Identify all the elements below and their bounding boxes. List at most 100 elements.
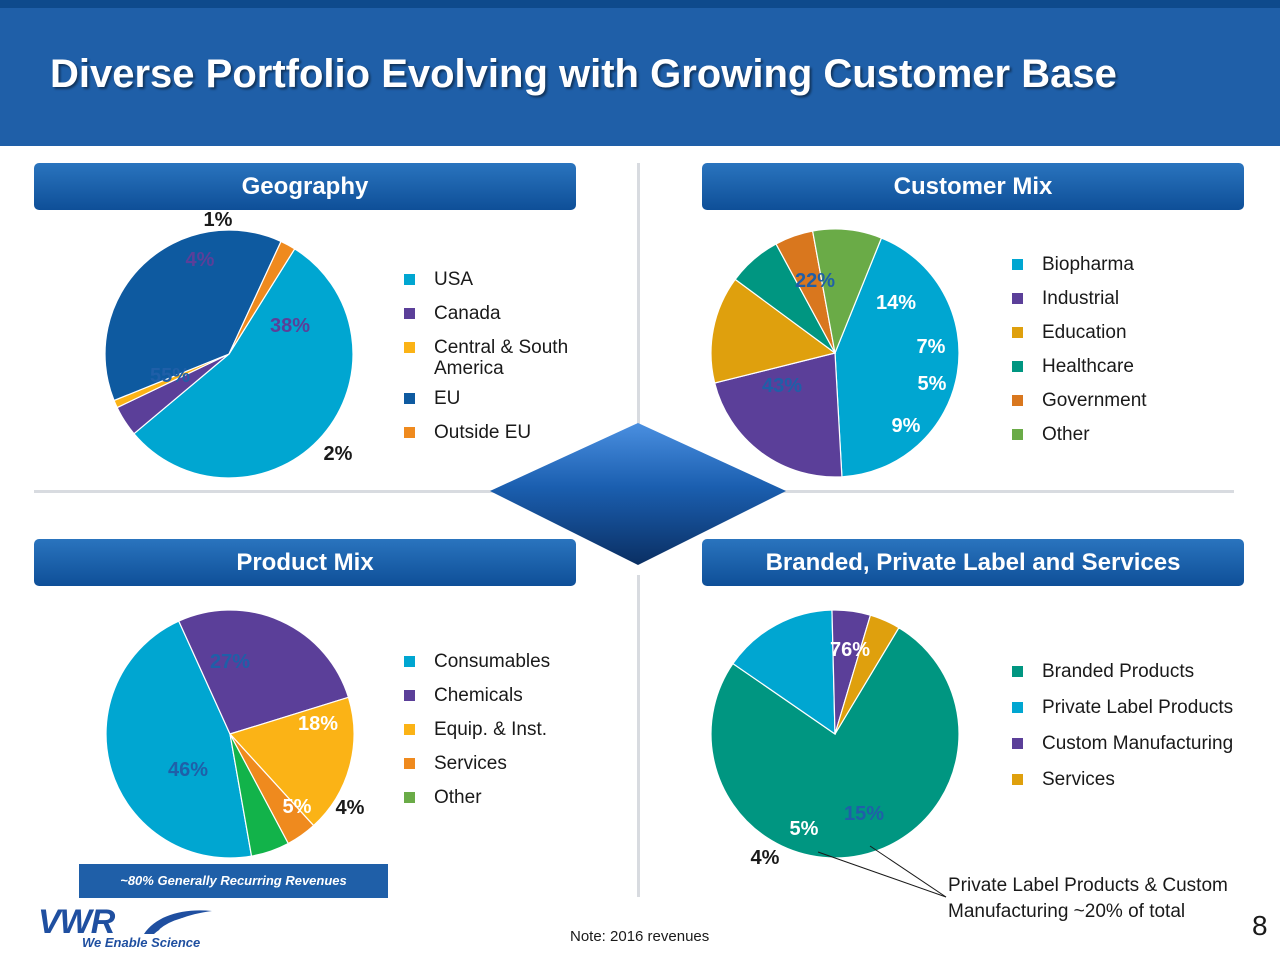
legend-label: Other <box>1042 424 1090 445</box>
legend-swatch <box>1012 259 1023 270</box>
legend-label: USA <box>434 269 473 290</box>
panel-header-product-mix: Product Mix <box>34 539 576 586</box>
legend-label-line: EU <box>434 388 461 409</box>
product-mix-pie <box>105 609 355 859</box>
legend-label-line: Other <box>434 787 482 808</box>
legend-swatch <box>404 758 415 769</box>
legend-swatch <box>404 427 415 438</box>
legend-label-line: Healthcare <box>1042 356 1134 377</box>
legend-swatch <box>404 690 415 701</box>
recurring-revenue-text: ~80% Generally Recurring Revenues <box>120 873 347 888</box>
legend-label-line: Branded Products <box>1042 661 1195 682</box>
customer-mix-slice-biopharma <box>834 237 960 478</box>
product-mix-value-label-services: 4% <box>336 797 365 819</box>
legend-swatch <box>404 724 415 735</box>
legend-swatch <box>1012 429 1023 440</box>
legend-label-line: America <box>434 358 504 379</box>
panel-header-customer-mix: Customer Mix <box>702 163 1244 210</box>
legend-label-line: USA <box>434 269 474 290</box>
legend-label: Education <box>1042 322 1127 343</box>
geography-value-label-outside-eu: 2% <box>324 443 353 465</box>
legend-label-line: Canada <box>434 303 501 324</box>
customer-mix-value-label-biopharma: 43% <box>762 375 802 397</box>
callout-line-2: Manufacturing ~20% of total <box>948 901 1186 922</box>
logo-swoosh-icon <box>144 910 212 934</box>
legend-label: Services <box>434 753 507 774</box>
legend-swatch <box>404 274 415 285</box>
branded-private-label-and-services-value-label-custom-manufacturing: 5% <box>790 818 819 840</box>
logo-wordmark: VWR <box>38 903 115 941</box>
legend-label: Industrial <box>1042 288 1119 309</box>
legend-label: Chemicals <box>434 685 523 706</box>
branded-private-label-and-services-slice-branded-products <box>710 626 960 859</box>
footnote: Note: 2016 revenues <box>570 928 710 945</box>
legend-label-line: Biopharma <box>1042 254 1134 275</box>
legend-label-line: Consumables <box>434 651 551 672</box>
title-bar-band <box>0 0 1280 8</box>
callout-leader-line-2 <box>869 845 947 898</box>
customer-mix-slice-industrial <box>713 352 843 478</box>
legend-label-line: Government <box>1042 390 1147 411</box>
vertical-divider-bottom <box>637 575 640 897</box>
geography-value-label-usa: 55% <box>150 365 190 387</box>
legend-swatch <box>1012 738 1023 749</box>
legend-swatch <box>1012 293 1023 304</box>
legend-label-line: Services <box>434 753 507 774</box>
legend-swatch <box>1012 702 1023 713</box>
legend-label: Equip. & Inst. <box>434 719 547 740</box>
legend-label-line: Education <box>1042 322 1127 343</box>
branded-private-label-and-services-pie <box>710 609 960 859</box>
legend-label-line: Equip. & Inst. <box>434 719 548 740</box>
legend-label: Biopharma <box>1042 254 1134 275</box>
legend-label: Canada <box>434 303 501 324</box>
product-mix-value-label-other: 5% <box>283 796 312 818</box>
title-bar: Diverse Portfolio Evolving with Growing … <box>0 0 1280 146</box>
panel-header-geography: Geography <box>34 163 576 210</box>
geography-slice-usa <box>133 248 354 479</box>
legend-label: Branded Products <box>1042 661 1194 682</box>
customer-mix-value-label-government: 5% <box>918 373 947 395</box>
branded-private-label-and-services-slice-services <box>834 614 900 735</box>
branded-private-label-and-services-value-label-branded-products: 76% <box>830 639 870 661</box>
recurring-revenue-note: ~80% Generally Recurring Revenues <box>79 864 388 898</box>
page-title: Diverse Portfolio Evolving with Growing … <box>50 52 1117 96</box>
geography-slice-eu <box>104 229 282 402</box>
product-mix-slice-consumables <box>105 620 253 859</box>
legend-label-line: Private Label Products <box>1042 697 1234 718</box>
legend-label: Outside EU <box>434 422 531 443</box>
legend-swatch <box>1012 327 1023 338</box>
geography-pie <box>104 229 354 479</box>
legend-label: EU <box>434 388 460 409</box>
product-mix-value-label-consumables: 46% <box>168 759 208 781</box>
product-mix-slice-chemicals <box>177 609 350 735</box>
legend-label: Healthcare <box>1042 356 1134 377</box>
geography-value-label-canada: 4% <box>186 249 215 271</box>
center-diamond-decoration <box>490 423 786 565</box>
legend-swatch <box>1012 774 1023 785</box>
branded-private-label-and-services-slice-private-label-products <box>732 609 836 736</box>
logo-tagline: We Enable Science <box>82 935 201 950</box>
product-mix-slice-other <box>229 733 290 857</box>
legend-label: Private Label Products <box>1042 697 1233 718</box>
legend-swatch <box>404 308 415 319</box>
vwr-logo: VWR We Enable Science <box>38 905 228 955</box>
legend-label-line: Industrial <box>1042 288 1120 309</box>
callout-line-1: Private Label Products & Custom <box>948 875 1228 896</box>
legend-swatch <box>404 342 415 353</box>
legend-label: Government <box>1042 390 1147 411</box>
customer-mix-value-label-healthcare: 7% <box>917 336 946 358</box>
legend-label-line: Central & South <box>434 337 569 358</box>
customer-mix-pie <box>710 228 960 478</box>
customer-mix-value-label-other: 9% <box>892 415 921 437</box>
product-mix-value-label-chemicals: 27% <box>210 651 250 673</box>
legend-label: Services <box>1042 769 1115 790</box>
legend-label-line: Other <box>1042 424 1090 445</box>
branded-private-label-and-services-value-label-private-label-products: 15% <box>844 803 884 825</box>
geography-value-label-eu: 38% <box>270 315 310 337</box>
product-mix-slice-equip-inst <box>228 696 355 827</box>
callout-leader-line-1 <box>817 851 947 898</box>
legend-swatch <box>404 792 415 803</box>
customer-mix-value-label-industrial: 22% <box>795 270 835 292</box>
panel-header-branded: Branded, Private Label and Services <box>702 539 1244 586</box>
